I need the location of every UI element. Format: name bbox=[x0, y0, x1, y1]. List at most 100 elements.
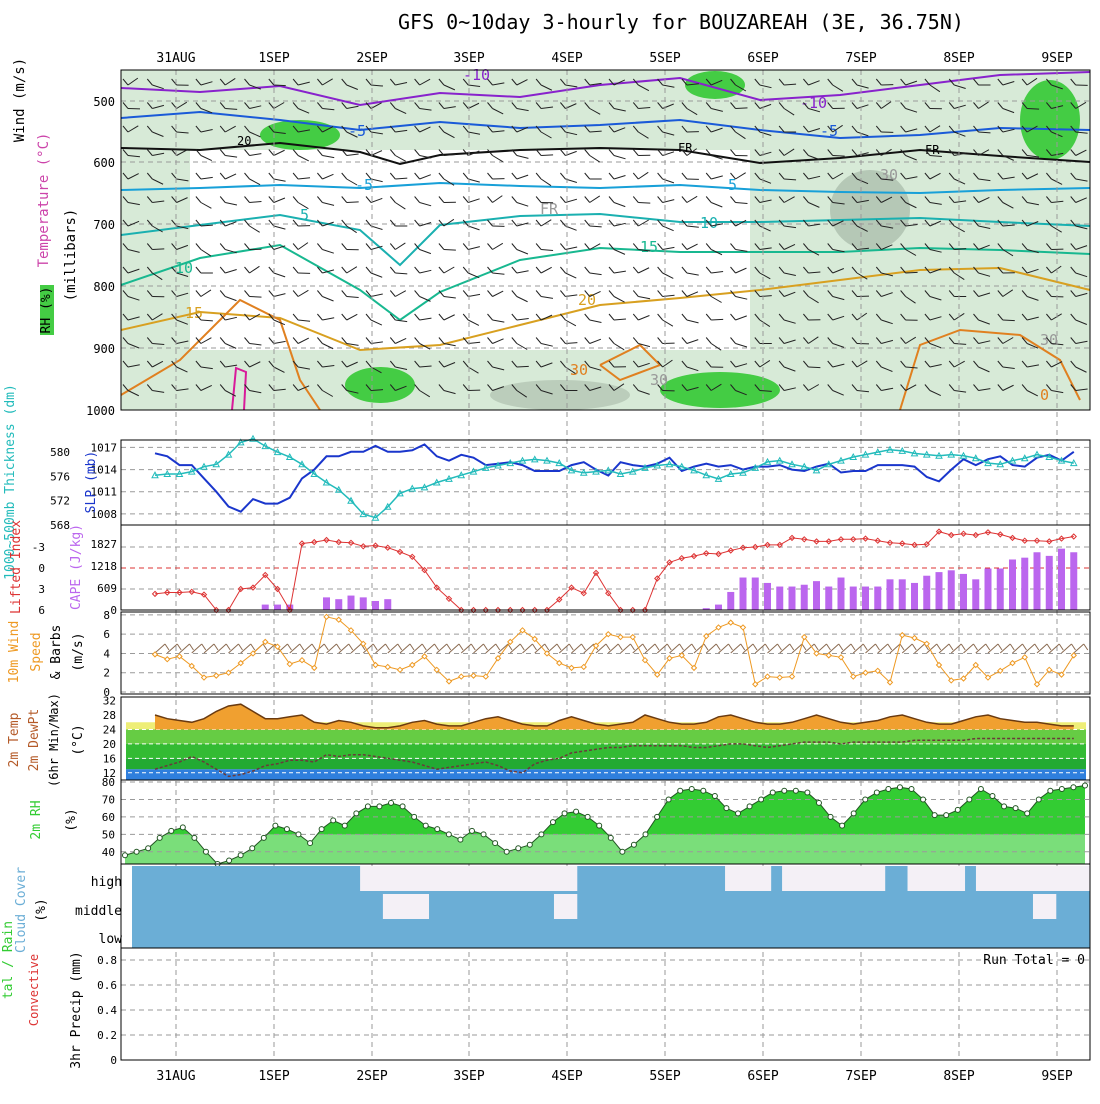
wind10-barb-tick bbox=[398, 644, 402, 650]
wind10-barb-tick bbox=[312, 644, 316, 650]
wind-barb bbox=[808, 367, 820, 368]
wind10-tick-label: 2 bbox=[103, 667, 110, 680]
wind10-barb bbox=[437, 644, 447, 653]
rh2m-marker bbox=[389, 800, 394, 805]
cloud-clear-high bbox=[976, 866, 988, 891]
wind10-barb bbox=[1013, 644, 1023, 653]
cape-tick-label: 609 bbox=[97, 582, 117, 595]
wind10-barb bbox=[388, 644, 398, 653]
cloud-clear-high bbox=[873, 866, 885, 891]
wind10-barb bbox=[719, 644, 729, 653]
wind10-barb bbox=[302, 644, 312, 653]
wind10-marker bbox=[900, 633, 905, 638]
rh2m-marker bbox=[620, 849, 625, 854]
wind-barb bbox=[517, 366, 529, 367]
wind10-barb-tick bbox=[484, 644, 488, 650]
cloud-clear-high bbox=[372, 866, 384, 891]
wind10-barb bbox=[682, 644, 692, 653]
rh2m-marker bbox=[377, 804, 382, 809]
rh2m-marker bbox=[169, 828, 174, 833]
wind10-barb-tick bbox=[190, 644, 194, 650]
rh2m-marker bbox=[261, 835, 266, 840]
pressure-tick-label: 700 bbox=[93, 218, 115, 232]
wind10-barb bbox=[608, 644, 618, 653]
wind10-marker bbox=[398, 667, 403, 672]
wind10-barb-tick bbox=[814, 644, 818, 650]
wind10-marker bbox=[471, 673, 476, 678]
wind10-barb bbox=[817, 644, 827, 653]
cape-bar bbox=[874, 587, 881, 610]
rh2m-marker bbox=[227, 858, 232, 863]
rh2m-marker bbox=[458, 837, 463, 842]
cape-bar bbox=[274, 605, 281, 610]
cape-bar bbox=[972, 579, 979, 610]
rh2m-tick-label: 40 bbox=[102, 846, 115, 859]
rh2m-marker bbox=[655, 814, 660, 819]
rh2m-marker bbox=[955, 807, 960, 812]
wind10-barb-tick bbox=[422, 644, 426, 650]
contour-label: 15 bbox=[640, 238, 658, 256]
cape-bar bbox=[1070, 552, 1077, 610]
wind10-barb bbox=[657, 644, 667, 653]
wind10-marker bbox=[385, 664, 390, 669]
wind10-barb-tick bbox=[337, 644, 341, 650]
wind10-barb-tick bbox=[937, 644, 941, 650]
rh2m-marker bbox=[851, 811, 856, 816]
wind-barb bbox=[152, 249, 164, 250]
wind10-barb-tick bbox=[655, 644, 659, 650]
rh2m-marker bbox=[909, 786, 914, 791]
wind10-marker bbox=[741, 625, 746, 630]
wind10-barb bbox=[841, 644, 851, 653]
cloud-clear-high bbox=[417, 866, 429, 891]
cape-axis-label: CAPE (J/kg) bbox=[69, 524, 84, 610]
wind10-barb bbox=[155, 644, 165, 653]
precip-tick-label: 0.2 bbox=[97, 1029, 117, 1042]
cloud-clear-high bbox=[805, 866, 817, 891]
rh2m-marker bbox=[574, 809, 579, 814]
rh2m-marker bbox=[1013, 806, 1018, 811]
cape-bar bbox=[838, 578, 845, 610]
cape-bar bbox=[923, 576, 930, 610]
cape-bar bbox=[335, 599, 342, 610]
cloud-clear-high bbox=[919, 866, 931, 891]
li-tick-label: -3 bbox=[32, 541, 45, 554]
rh2m-marker bbox=[435, 827, 440, 832]
rh2m-marker bbox=[250, 846, 255, 851]
legend-rh-label: RH (%) bbox=[39, 287, 54, 334]
thickness-tick-label: 568 bbox=[50, 519, 70, 532]
wind10-barb-tick bbox=[631, 644, 635, 650]
cloud-level-label: low bbox=[99, 932, 123, 947]
date-label-top: 4SEP bbox=[551, 51, 582, 66]
rh2m-marker bbox=[446, 832, 451, 837]
date-label-bottom: 6SEP bbox=[747, 1069, 778, 1084]
cape-tick-label: 1827 bbox=[91, 538, 118, 551]
rh2m-tick-label: 50 bbox=[102, 828, 115, 841]
rh2m-marker bbox=[736, 811, 741, 816]
cloud-clear-high bbox=[406, 866, 418, 891]
rh2m-marker bbox=[967, 797, 972, 802]
cloud-clear-high bbox=[908, 866, 920, 891]
rh2m-axis-label: 2m RH bbox=[29, 800, 44, 839]
wind10-barb-tick bbox=[1047, 644, 1051, 650]
precip-tick-label: 0.8 bbox=[97, 954, 117, 967]
rh2m-marker bbox=[805, 790, 810, 795]
cloud-clear-high bbox=[429, 866, 441, 891]
wind10-barb bbox=[523, 644, 533, 653]
wind10-barb bbox=[425, 644, 435, 653]
cape-bar bbox=[825, 587, 832, 610]
wind10-barb bbox=[951, 644, 961, 653]
cape-bar bbox=[752, 578, 759, 610]
wind10-barb bbox=[853, 644, 863, 653]
cloud-clear-high bbox=[440, 866, 452, 891]
wind10-barb bbox=[731, 644, 741, 653]
wind10-barb-tick bbox=[802, 644, 806, 650]
precip-axis-label: 3hr Precip (mm) bbox=[69, 951, 84, 1068]
wind10-barb-tick bbox=[165, 644, 169, 650]
pressure-tick-label: 500 bbox=[93, 95, 115, 109]
wind-barb bbox=[736, 108, 748, 109]
cape-bar bbox=[911, 583, 918, 610]
cape-bar bbox=[936, 572, 943, 610]
precip-tick-label: 0 bbox=[110, 1054, 117, 1067]
wind10-barb-tick bbox=[545, 644, 549, 650]
temp-band bbox=[126, 758, 1086, 769]
